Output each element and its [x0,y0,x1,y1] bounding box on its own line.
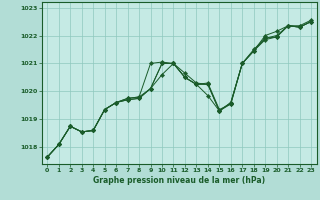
X-axis label: Graphe pression niveau de la mer (hPa): Graphe pression niveau de la mer (hPa) [93,176,265,185]
